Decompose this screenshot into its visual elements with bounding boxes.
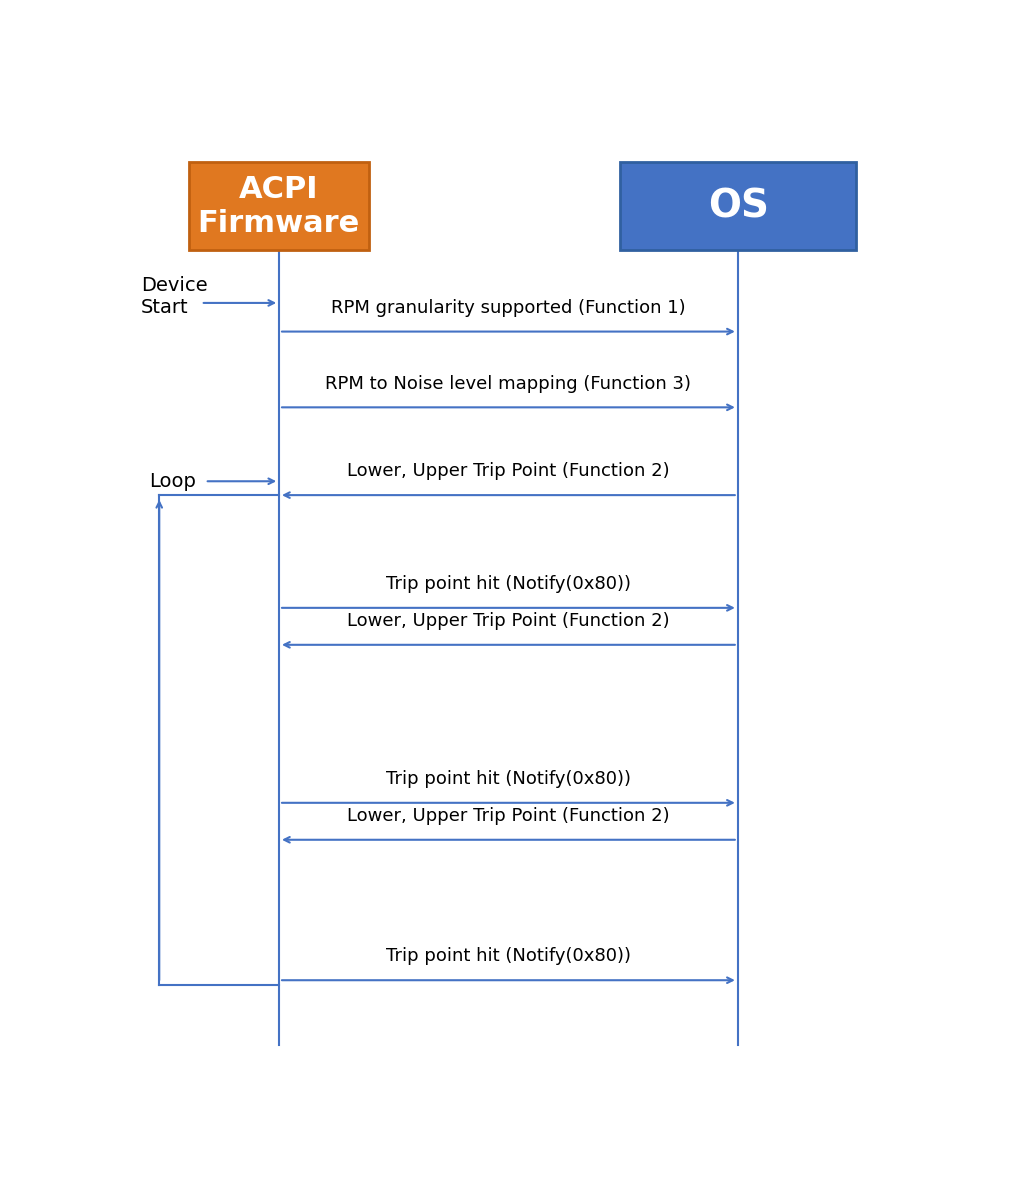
FancyBboxPatch shape xyxy=(189,162,369,251)
Text: Lower, Upper Trip Point (Function 2): Lower, Upper Trip Point (Function 2) xyxy=(347,806,670,824)
Text: Loop: Loop xyxy=(148,472,196,491)
Text: Lower, Upper Trip Point (Function 2): Lower, Upper Trip Point (Function 2) xyxy=(347,612,670,630)
Text: Trip point hit (Notify(0x80)): Trip point hit (Notify(0x80)) xyxy=(386,948,631,966)
Text: Device
Start: Device Start xyxy=(141,276,207,317)
Text: OS: OS xyxy=(707,187,769,226)
Text: Trip point hit (Notify(0x80)): Trip point hit (Notify(0x80)) xyxy=(386,575,631,593)
Text: RPM to Noise level mapping (Function 3): RPM to Noise level mapping (Function 3) xyxy=(326,374,692,392)
FancyBboxPatch shape xyxy=(621,162,856,251)
Text: ACPI
Firmware: ACPI Firmware xyxy=(198,175,360,238)
Text: RPM granularity supported (Function 1): RPM granularity supported (Function 1) xyxy=(331,299,686,317)
Text: Lower, Upper Trip Point (Function 2): Lower, Upper Trip Point (Function 2) xyxy=(347,462,670,480)
Text: Trip point hit (Notify(0x80)): Trip point hit (Notify(0x80)) xyxy=(386,770,631,788)
